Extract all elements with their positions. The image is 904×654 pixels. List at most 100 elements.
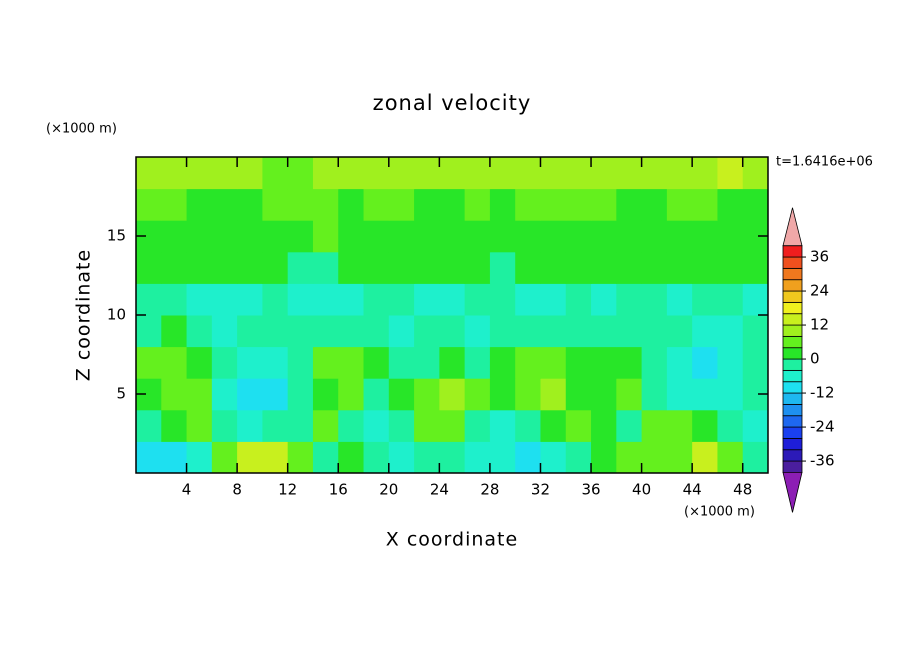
y-axis-label: Z coordinate	[73, 249, 95, 381]
contour-cell	[388, 346, 415, 379]
contour-cell	[464, 251, 491, 284]
contour-cell	[489, 220, 516, 253]
colorbar-box	[782, 256, 803, 269]
colorbar-box	[782, 347, 803, 360]
contour-cell	[161, 378, 188, 411]
colorbar-box	[782, 437, 803, 451]
contour-cell	[161, 283, 188, 316]
contour-cell	[692, 251, 718, 284]
contour-cell	[237, 283, 263, 316]
colorbar-box	[782, 245, 803, 258]
contour-cell	[414, 315, 440, 348]
contour-cell	[287, 283, 314, 316]
contour-cell	[312, 346, 339, 379]
contour-cell	[439, 220, 466, 253]
contour-cell	[717, 315, 744, 348]
contour-cell	[692, 220, 718, 253]
contour-cell	[237, 378, 263, 411]
contour-cell	[211, 188, 238, 221]
contour-cell	[439, 283, 466, 316]
x-tick-label: 48	[733, 481, 752, 499]
contour-cell	[338, 346, 365, 379]
contour-cell	[717, 220, 744, 253]
contour-cell	[186, 315, 213, 348]
contour-cell	[742, 409, 769, 442]
contour-cell	[616, 220, 643, 253]
contour-cell	[312, 157, 339, 190]
contour-cell	[742, 441, 769, 474]
contour-cell	[515, 157, 541, 190]
contour-cell	[186, 409, 213, 442]
contour-cell	[666, 220, 693, 253]
contour-cell	[717, 188, 744, 221]
contour-cell	[616, 157, 643, 190]
contour-cell	[464, 346, 491, 379]
contour-cell	[262, 283, 289, 316]
contour-cell	[666, 315, 693, 348]
contour-cell	[464, 441, 491, 474]
colorbar-box	[782, 369, 803, 383]
colorbar-box	[782, 301, 803, 315]
contour-cell	[186, 220, 213, 253]
contour-cell	[136, 157, 162, 190]
contour-cell	[312, 409, 339, 442]
contour-cell	[414, 441, 440, 474]
contour-cell	[211, 315, 238, 348]
colorbar-box	[782, 335, 803, 349]
contour-cell	[136, 346, 162, 379]
contour-cell	[388, 378, 415, 411]
contour-cell	[237, 188, 263, 221]
contour-cell	[464, 315, 491, 348]
contour-cell	[666, 251, 693, 284]
colorbar-box	[782, 290, 803, 303]
contour-cell	[717, 409, 744, 442]
contour-cell	[489, 283, 516, 316]
colorbar-tick-label: 0	[810, 350, 820, 368]
contour-cell	[186, 378, 213, 411]
y-tick-label: 5	[116, 385, 126, 403]
contour-cell	[616, 315, 643, 348]
contour-cell	[641, 441, 668, 474]
contour-cell	[161, 220, 188, 253]
contour-cell	[338, 378, 365, 411]
contour-cell	[540, 251, 567, 284]
contour-cell	[565, 378, 592, 411]
contour-cell	[136, 409, 162, 442]
contour-cell	[388, 283, 415, 316]
contour-cell	[287, 220, 314, 253]
contour-cell	[742, 188, 769, 221]
colorbar-box	[782, 267, 803, 281]
x-tick-label: 20	[379, 481, 398, 499]
contour-cell	[464, 188, 491, 221]
y-unit: (×1000 m)	[46, 122, 117, 137]
contour-cell	[565, 157, 592, 190]
contour-cell	[287, 315, 314, 348]
contour-cell	[363, 157, 390, 190]
contour-cell	[237, 157, 263, 190]
contour-cell	[338, 283, 365, 316]
contour-cell	[388, 315, 415, 348]
contour-cell	[211, 283, 238, 316]
contour-cell	[338, 441, 365, 474]
contour-cell	[515, 378, 541, 411]
contour-cell	[540, 441, 567, 474]
contour-cell	[186, 188, 213, 221]
contour-cell	[565, 346, 592, 379]
contour-cell	[211, 409, 238, 442]
contour-cell	[262, 315, 289, 348]
contour-cell	[363, 315, 390, 348]
contour-cell	[136, 251, 162, 284]
contour-cell	[136, 441, 162, 474]
contour-cell	[464, 157, 491, 190]
x-tick-label: 24	[430, 481, 449, 499]
contour-cell	[338, 251, 365, 284]
x-tick-label: 16	[329, 481, 348, 499]
y-tick-label: 15	[107, 227, 126, 245]
contour-cell	[211, 378, 238, 411]
contour-cell	[641, 188, 668, 221]
x-tick-label: 4	[182, 481, 192, 499]
y-tick-label: 10	[107, 306, 126, 324]
contour-cell	[338, 188, 365, 221]
x-tick-label: 28	[480, 481, 499, 499]
colorbar-extend-low	[782, 471, 803, 513]
